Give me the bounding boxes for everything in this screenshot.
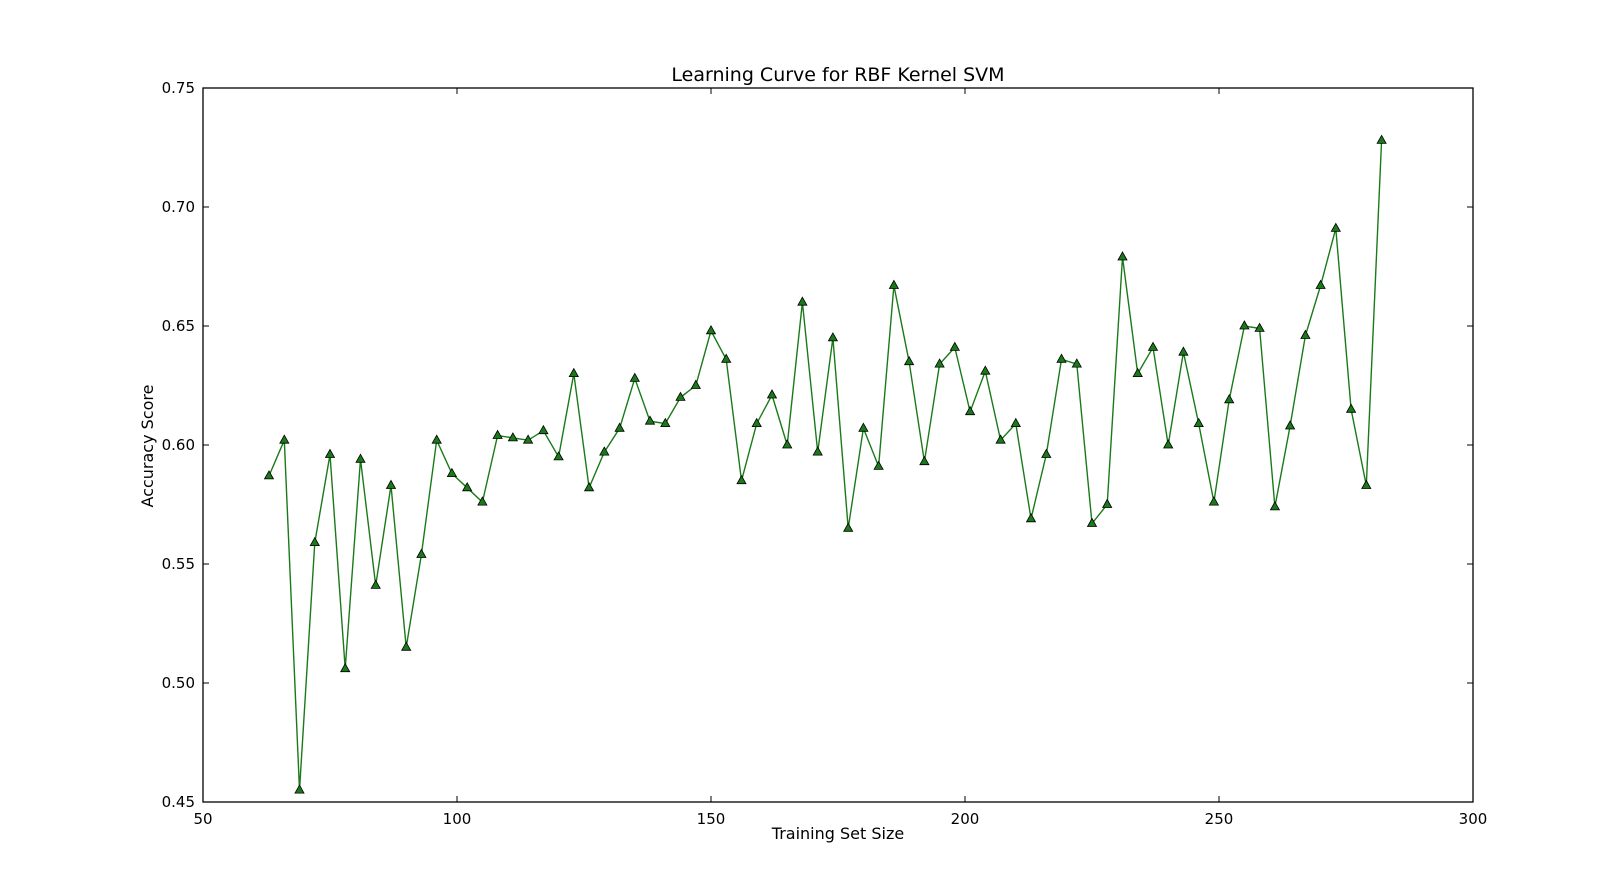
- data-point-marker: [462, 481, 473, 492]
- data-point-marker: [1330, 222, 1341, 232]
- y-tick-label: 0.60: [162, 436, 195, 454]
- y-tick-label: 0.45: [162, 793, 195, 811]
- data-point-marker: [1132, 367, 1143, 377]
- data-point-marker: [843, 522, 854, 532]
- data-point-marker: [1315, 279, 1326, 289]
- data-point-marker: [766, 389, 778, 399]
- data-point-marker: [751, 417, 762, 427]
- data-point-marker: [309, 536, 320, 546]
- data-point-marker: [477, 496, 488, 506]
- x-tick-label: 250: [1205, 810, 1234, 828]
- data-point-marker: [568, 367, 579, 377]
- data-point-marker: [827, 332, 839, 342]
- data-point-marker: [903, 355, 915, 366]
- data-point-marker: [980, 365, 991, 375]
- data-point-marker: [522, 434, 534, 444]
- x-tick-label: 200: [951, 810, 980, 828]
- data-point-marker: [599, 446, 610, 456]
- data-point-marker: [858, 422, 869, 432]
- data-point-marker: [721, 353, 732, 363]
- plot-frame: [202, 87, 1474, 803]
- data-point-marker: [1376, 134, 1387, 144]
- data-point-marker: [1147, 341, 1159, 351]
- data-point-marker: [355, 453, 366, 463]
- data-point-marker: [385, 479, 397, 489]
- data-point-marker: [1163, 439, 1174, 449]
- data-point-marker: [324, 448, 336, 458]
- y-tick-label: 0.70: [162, 198, 195, 216]
- data-point-marker: [629, 372, 640, 382]
- data-point-marker: [705, 324, 717, 335]
- data-point-marker: [873, 460, 884, 470]
- series-line: [268, 140, 1383, 791]
- y-tick-label: 0.55: [162, 555, 195, 573]
- data-point-marker: [1056, 353, 1067, 363]
- x-tick-label: 50: [193, 810, 212, 828]
- data-point-marker: [1071, 358, 1082, 368]
- x-tick-label: 100: [443, 810, 472, 828]
- data-point-marker: [553, 451, 564, 461]
- data-point-marker: [782, 439, 793, 449]
- data-point-marker: [416, 548, 427, 558]
- data-point-marker: [1300, 329, 1311, 339]
- data-point-marker: [446, 467, 458, 477]
- data-point-marker: [888, 279, 900, 289]
- data-point-marker: [1345, 403, 1357, 413]
- data-point-marker: [340, 662, 351, 673]
- x-axis-label: Training Set Size: [771, 824, 904, 843]
- data-point-marker: [1208, 496, 1220, 506]
- y-tick-label: 0.75: [162, 79, 195, 97]
- data-point-marker: [401, 641, 412, 651]
- y-tick-label: 0.50: [162, 674, 195, 692]
- data-point-marker: [1269, 501, 1281, 511]
- data-point-marker: [1284, 420, 1296, 430]
- data-point-marker: [964, 405, 976, 416]
- data-point-marker: [431, 434, 442, 444]
- data-point-marker: [995, 434, 1006, 444]
- data-point-marker: [1193, 417, 1204, 427]
- data-point-marker: [507, 432, 519, 442]
- data-point-marker: [644, 415, 656, 425]
- data-point-marker: [1025, 512, 1037, 523]
- data-point-marker: [675, 391, 686, 401]
- data-point-marker: [614, 422, 625, 432]
- data-point-marker: [812, 446, 823, 456]
- axis-ticks: 50 100 150 200 250 300 0.45 0.50 0.55 0.60 0.65 0.7…: [162, 79, 1488, 828]
- x-tick-label: 150: [697, 810, 726, 828]
- x-tick-label: 300: [1459, 810, 1488, 828]
- data-point-marker: [538, 424, 549, 435]
- data-point-marker: [1102, 498, 1113, 508]
- data-point-marker: [1117, 251, 1128, 261]
- data-point-marker: [279, 434, 290, 444]
- data-point-marker: [1010, 417, 1021, 427]
- y-axis-label: Accuracy Score: [138, 385, 157, 508]
- data-point-marker: [294, 784, 305, 794]
- data-point-marker: [583, 481, 595, 492]
- data-point-marker: [1086, 517, 1098, 527]
- data-point-marker: [736, 474, 747, 485]
- data-point-marker: [949, 341, 960, 351]
- data-point-marker: [1041, 448, 1052, 458]
- chart-title: Learning Curve for RBF Kernel SVM: [671, 64, 1004, 86]
- data-point-marker: [263, 470, 275, 480]
- data-point-marker: [1254, 322, 1265, 332]
- data-point-marker: [1361, 479, 1372, 489]
- data-point-marker: [1224, 393, 1235, 404]
- data-point-marker: [1178, 346, 1189, 356]
- y-tick-label: 0.65: [162, 317, 195, 335]
- data-point-marker: [660, 417, 671, 427]
- plot-area: [263, 134, 1387, 794]
- data-point-marker: [370, 579, 381, 589]
- data-point-marker: [797, 296, 808, 306]
- data-point-marker: [690, 379, 701, 389]
- data-point-marker: [1239, 320, 1250, 330]
- data-point-marker: [919, 455, 930, 466]
- data-point-marker: [492, 429, 503, 439]
- data-point-marker: [934, 358, 945, 368]
